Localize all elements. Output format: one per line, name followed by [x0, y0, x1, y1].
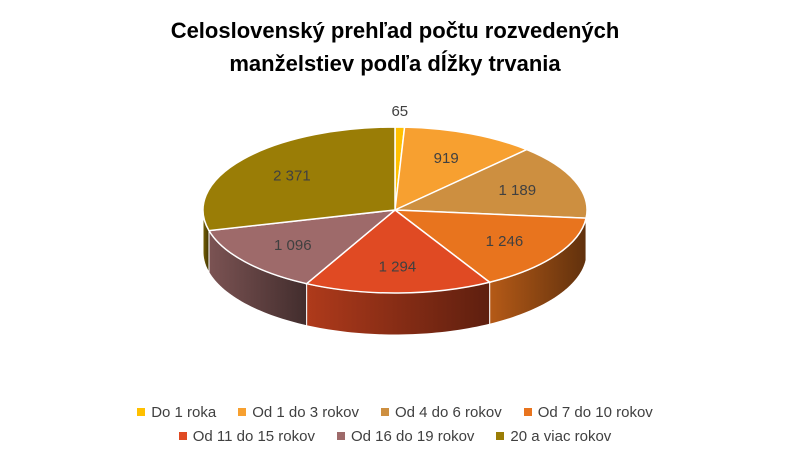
pie-slices — [202, 126, 588, 294]
legend-label: Od 16 do 19 rokov — [351, 427, 475, 445]
legend-label: 20 a viac rokov — [510, 427, 612, 445]
legend-label: Od 11 do 15 rokov — [192, 427, 315, 445]
data-label: 65 — [391, 103, 408, 120]
pie-slice — [394, 148, 588, 219]
data-label: 1 096 — [274, 237, 312, 254]
legend-swatch — [380, 408, 389, 416]
data-label: 1 294 — [379, 258, 417, 275]
legend-item: Od 4 do 6 rokov — [380, 403, 502, 421]
pie-slice — [392, 209, 588, 284]
legend-swatch — [496, 432, 505, 440]
pie-chart: 65 919 1 189 1 246 1 294 1 096 2 371 — [202, 103, 588, 336]
legend-item: Od 1 do 3 rokov — [238, 404, 359, 421]
chart-title-line2: manželstiev podľa dĺžky trvania — [229, 51, 561, 76]
pie-slice — [207, 208, 398, 285]
legend-swatch — [178, 432, 187, 440]
legend-swatch — [238, 408, 247, 416]
legend-swatch — [337, 432, 345, 440]
legend-label: Od 7 do 10 rokov — [537, 403, 653, 421]
legend-swatch — [137, 408, 146, 416]
legend-label: Od 1 do 3 rokov — [252, 403, 359, 421]
legend-row: Od 11 do 15 rokov Od 16 do 19 rokov 20 a v… — [0, 424, 790, 448]
chart-title: Celoslovenský prehľad počtu rozvedených … — [0, 14, 790, 80]
data-label: 2 371 — [273, 167, 311, 184]
pie-slice — [202, 126, 396, 232]
chart-title-line1: Celoslovenský prehľad počtu rozvedených — [170, 18, 620, 43]
legend-row: Do 1 roka Od 1 do 3 rokov Od 4 do 6 rokov O… — [0, 400, 790, 424]
legend-label: Do 1 roka — [151, 403, 217, 421]
data-label: 1 246 — [486, 233, 524, 250]
legend-item: Od 16 do 19 rokov — [337, 428, 474, 445]
data-labels: 65 919 1 189 1 246 1 294 1 096 2 371 — [273, 103, 536, 275]
legend-swatch — [523, 408, 532, 416]
pie-slice — [304, 209, 492, 294]
legend-item: Do 1 roka — [137, 404, 216, 421]
legend-item: 20 a viac rokov — [496, 428, 611, 445]
pie-slice — [394, 126, 529, 212]
legend-item: Od 7 do 10 rokov — [523, 403, 653, 421]
data-label: 1 189 — [499, 182, 537, 199]
legend: Do 1 roka Od 1 do 3 rokov Od 4 do 6 rokov O… — [0, 400, 790, 448]
legend-item: Od 11 do 15 rokov — [178, 427, 315, 445]
data-label: 919 — [434, 150, 459, 167]
legend-label: Od 4 do 6 rokov — [394, 403, 502, 421]
